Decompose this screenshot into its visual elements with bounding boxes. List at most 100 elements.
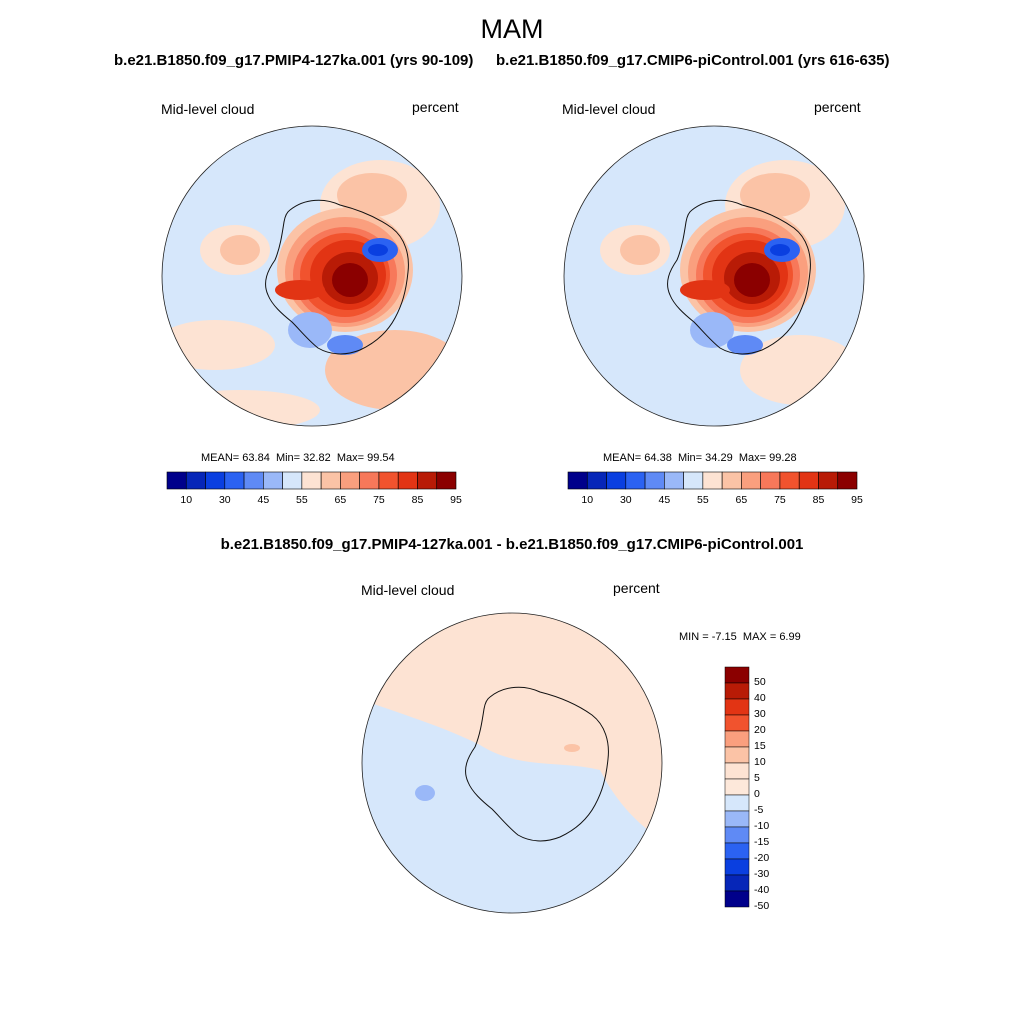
panel1-field-sw <box>162 320 275 370</box>
diff-positive-field <box>362 613 662 840</box>
panel1-colorbar-tick-label: 10 <box>180 494 193 506</box>
panel1-colorbar-tick-label: 55 <box>296 494 308 506</box>
panel2-colorbar-tick-label: 30 <box>619 494 632 506</box>
diff-colorbar-tick-label: 20 <box>754 724 766 736</box>
diff-units-label: percent <box>613 580 660 596</box>
panel1-field-w-core <box>220 235 260 265</box>
panel2-colorbar-swatch <box>702 471 723 490</box>
panel1-colorbar-swatch <box>282 471 303 490</box>
diff-low-spot <box>415 785 435 801</box>
panel2-variable-label: Mid-level cloud <box>562 101 656 117</box>
panel2-colorbar-swatch <box>837 471 858 490</box>
panel2-min: 34.29 <box>705 452 733 464</box>
panel2-colorbar-swatch <box>683 471 704 490</box>
panel1-min: 32.82 <box>303 452 331 464</box>
panel2-map <box>564 126 864 426</box>
diff-colorbar-swatch <box>724 682 750 700</box>
panel1-cloud-arm <box>275 280 325 300</box>
panel1-max: 99.54 <box>367 452 395 464</box>
diff-colorbar-tick-label: 30 <box>754 708 766 720</box>
panel1-colorbar-swatch <box>320 471 341 490</box>
panel1-stats: MEAN= 63.84 Min= 32.82 Max= 99.54 <box>201 452 395 464</box>
diff-panel-title: b.e21.B1850.f09_g17.PMIP4-127ka.001 - b.… <box>220 536 804 553</box>
panel2-low-ne-core <box>770 244 790 256</box>
panel2-colorbar-tick-label: 75 <box>774 494 786 506</box>
panel1-colorbar-tick-label: 30 <box>218 494 231 506</box>
panel2-colorbar-swatch <box>798 471 819 490</box>
diff-colorbar-swatch <box>724 762 750 780</box>
figure-title: MAM <box>480 14 544 44</box>
panel1-colorbar-swatch <box>263 471 283 490</box>
diff-colorbar-tick-label: -20 <box>754 852 770 864</box>
panel1-colorbar-swatch <box>185 471 206 490</box>
panel2-field-ne-core <box>740 173 810 217</box>
panel1-field-ne-core <box>337 173 407 217</box>
diff-colorbar-tick-label: 50 <box>754 676 766 688</box>
panel2-max: 99.28 <box>769 452 797 464</box>
panel2-colorbar-tick-label: 65 <box>735 494 748 506</box>
panel1-colorbar-swatch <box>436 471 457 490</box>
panel2-colorbar-swatch <box>721 471 742 490</box>
panel2-colorbar-swatch <box>760 471 781 490</box>
panel1-colorbar-tick-label: 75 <box>373 494 385 506</box>
diff-colorbar-swatch <box>724 842 750 860</box>
diff-colorbar-tick-label: -5 <box>754 804 764 816</box>
diff-colorbar-tick-label: -30 <box>754 868 770 880</box>
panel2-colorbar-swatch <box>779 471 800 490</box>
panel1-low-s <box>327 335 363 355</box>
panel1-colorbar-swatch <box>397 471 418 490</box>
panel1-cloud-95 <box>332 263 368 297</box>
diff-colorbar-tick-label: 15 <box>754 740 766 752</box>
panel1-colorbar-swatch <box>224 471 245 490</box>
panel2-colorbar <box>567 471 858 490</box>
panel1-mean: 63.84 <box>242 452 270 464</box>
diff-colorbar-swatch <box>724 858 750 876</box>
panel2-frame <box>563 125 865 427</box>
diff-colorbar-swatch <box>724 698 750 716</box>
diff-colorbar-swatch <box>724 778 750 796</box>
panel2-low-ross <box>690 312 734 348</box>
panel1-colorbar-tick-label: 65 <box>334 494 347 506</box>
panel2-stats: MEAN= 64.38 Min= 34.29 Max= 99.28 <box>603 452 797 464</box>
panel2-units-label: percent <box>814 99 861 115</box>
diff-high-spot <box>564 744 580 752</box>
panel2-colorbar-tick-label: 55 <box>697 494 709 506</box>
panel2-colorbar-swatch <box>644 471 665 490</box>
diff-colorbar-tick-label: 40 <box>754 692 766 704</box>
diff-colorbar-swatch <box>724 810 750 828</box>
panel2-cloud-arm <box>680 280 730 300</box>
panel1-frame <box>161 125 463 427</box>
diff-colorbar-swatch <box>724 714 750 732</box>
diff-variable-label: Mid-level cloud <box>361 582 455 598</box>
panel2-colorbar-swatch <box>664 471 684 490</box>
diff-colorbar-tick-label: -15 <box>754 836 770 848</box>
panel2-colorbar-tick-label: 10 <box>581 494 594 506</box>
panel2-colorbar-swatch <box>586 471 607 490</box>
panel2-colorbar-tick-label: 95 <box>851 494 863 506</box>
panel2-colorbar-swatch <box>606 471 627 490</box>
diff-colorbar-swatch <box>724 890 750 908</box>
panel1-title: b.e21.B1850.f09_g17.PMIP4-127ka.001 (yrs… <box>114 52 474 69</box>
diff-colorbar <box>724 666 750 908</box>
panel2-title: b.e21.B1850.f09_g17.CMIP6-piControl.001 … <box>496 52 890 69</box>
panel1-colorbar-swatch <box>166 471 187 490</box>
panel2-colorbar-tick-label: 85 <box>812 494 825 506</box>
panel1-map <box>162 126 462 426</box>
panel1-colorbar-swatch <box>359 471 380 490</box>
panel1-colorbar <box>166 471 457 490</box>
panel1-colorbar-swatch <box>378 471 399 490</box>
panel2-colorbar-swatch <box>625 471 646 490</box>
diff-colorbar-tick-label: 0 <box>754 788 760 800</box>
panel2-colorbar-swatch <box>567 471 588 490</box>
diff-min: -7.15 <box>711 631 737 643</box>
panel1-colorbar-tick-label: 95 <box>450 494 462 506</box>
panel1-field-s <box>162 390 320 426</box>
panel2-colorbar-swatch <box>741 471 761 490</box>
panel2-colorbar-tick-label: 45 <box>658 494 671 506</box>
diff-frame <box>361 612 663 914</box>
panel1-low-ross <box>288 312 332 348</box>
diff-colorbar-tick-label: -50 <box>754 900 770 912</box>
diff-colorbar-tick-label: 5 <box>754 772 760 784</box>
panel1-units-label: percent <box>412 99 459 115</box>
diff-colorbar-swatch <box>724 826 750 844</box>
